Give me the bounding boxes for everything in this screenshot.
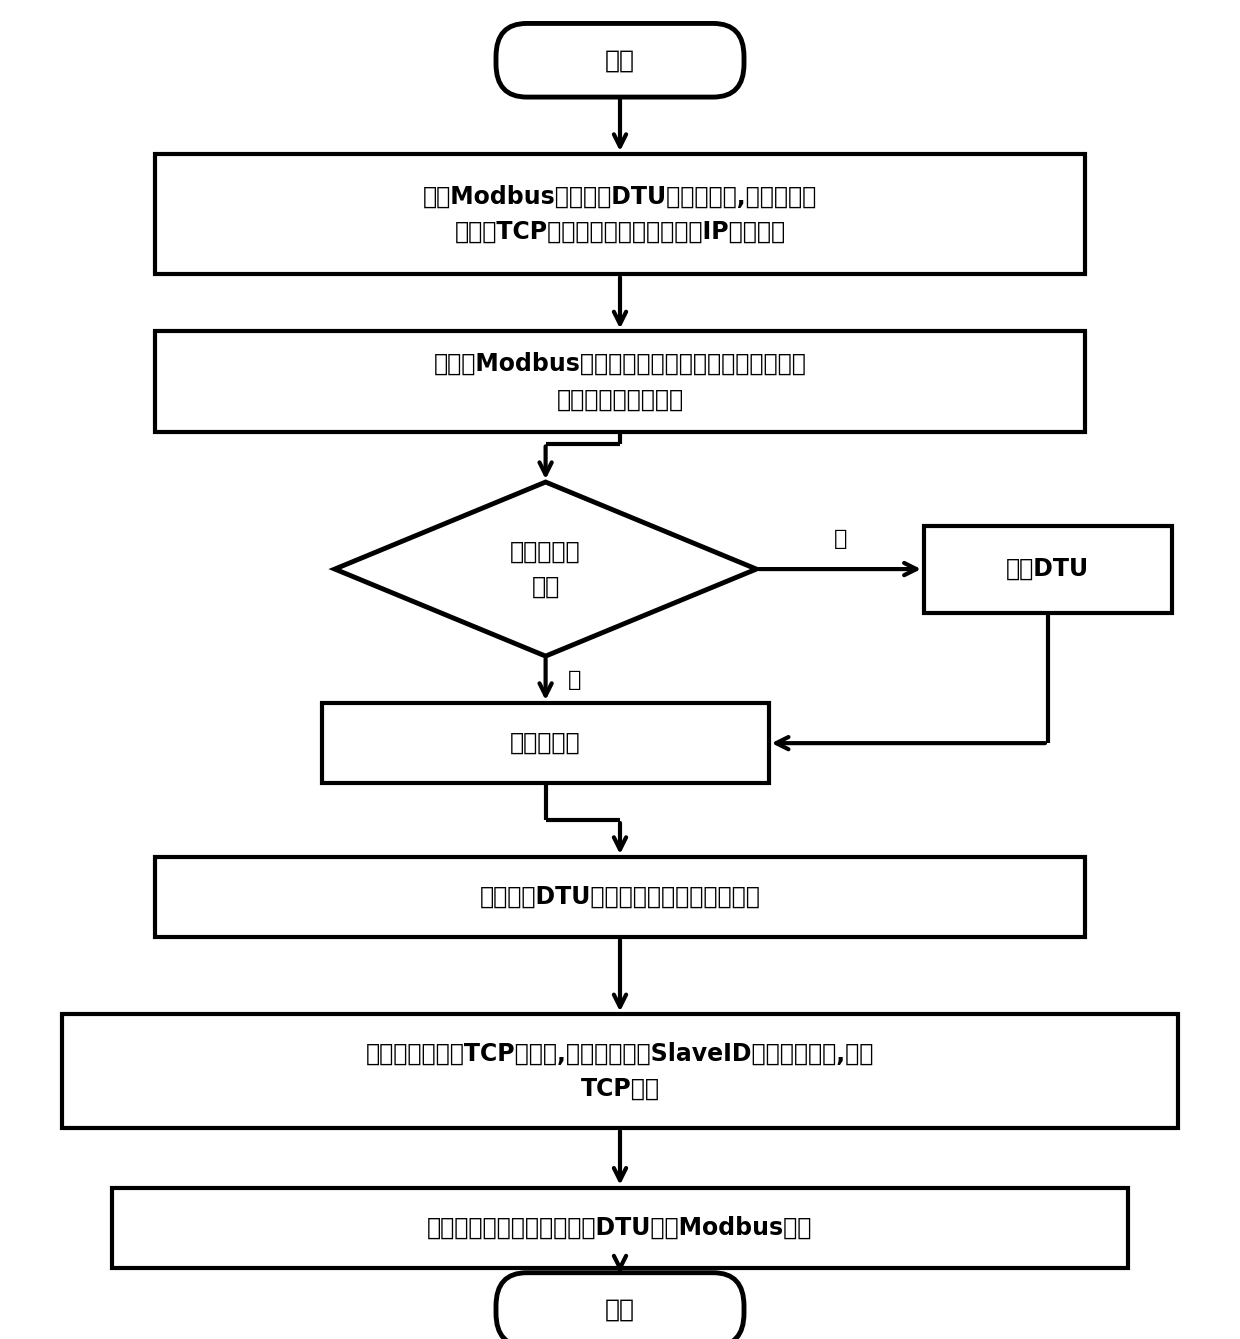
Text: 否: 否: [833, 529, 847, 549]
Text: 开始: 开始: [605, 48, 635, 72]
Bar: [322, 703, 769, 783]
Bar: [155, 331, 1085, 431]
Text: 云服务端利用该连接持续向DTU发送Modbus指令: 云服务端利用该连接持续向DTU发送Modbus指令: [428, 1216, 812, 1240]
Text: 工业Modbus设备通过DTU连接互联网,并设置将串
口通过TCP协议连接到云服务的公网IP和端口上: 工业Modbus设备通过DTU连接互联网,并设置将串 口通过TCP协议连接到云服…: [423, 185, 817, 244]
Text: 设备是否可
编程: 设备是否可 编程: [511, 540, 580, 599]
Text: 结束: 结束: [605, 1297, 635, 1322]
Text: 是: 是: [568, 670, 582, 690]
Bar: [924, 525, 1172, 612]
Text: 实现该请求: 实现该请求: [511, 731, 580, 755]
Bar: [155, 154, 1085, 274]
Text: 请求触发DTU向指定的云服务端建立连接: 请求触发DTU向指定的云服务端建立连接: [480, 885, 760, 909]
Text: 配置DTU: 配置DTU: [1006, 557, 1090, 581]
Bar: [62, 1015, 1178, 1127]
Bar: [155, 857, 1085, 937]
Bar: [112, 1188, 1128, 1268]
Text: 由工业Modbus从设备在没有接收到任何指令的情况
下主动发送一个请求: 由工业Modbus从设备在没有接收到任何指令的情况 下主动发送一个请求: [434, 352, 806, 411]
Text: 云服务端接收到TCP连接后,记录该设备的SlaveID并丢弃该请求,保持
TCP连接: 云服务端接收到TCP连接后,记录该设备的SlaveID并丢弃该请求,保持 TCP…: [366, 1042, 874, 1101]
